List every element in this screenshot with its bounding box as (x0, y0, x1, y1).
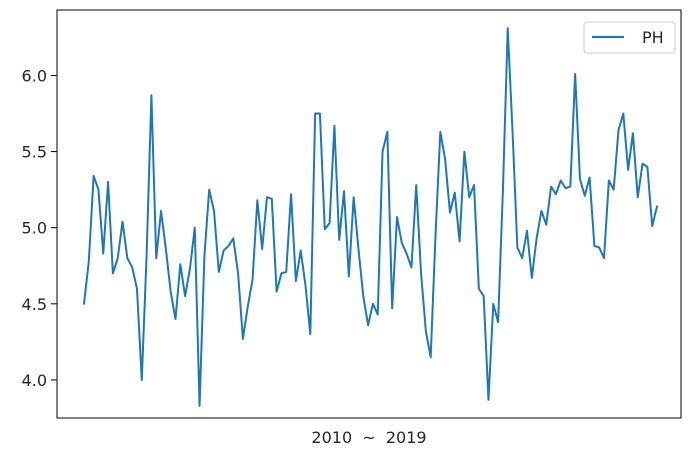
legend-box (583, 21, 676, 54)
plot-area (56, 9, 682, 419)
x-axis-label: 2010 ~ 2019 (311, 428, 426, 447)
legend-label-ph: PH (642, 28, 664, 47)
legend: PH (583, 21, 676, 54)
series-line-ph (83, 27, 658, 407)
y-tick-label: 5.0 (22, 219, 47, 238)
y-tick-label: 4.5 (22, 295, 47, 314)
y-tick-label: 4.0 (22, 371, 47, 390)
y-axis: 4.0 4.5 5.0 5.5 6.0 (22, 66, 57, 390)
y-tick-label: 6.0 (22, 66, 47, 85)
y-tick-label: 5.5 (22, 143, 47, 162)
